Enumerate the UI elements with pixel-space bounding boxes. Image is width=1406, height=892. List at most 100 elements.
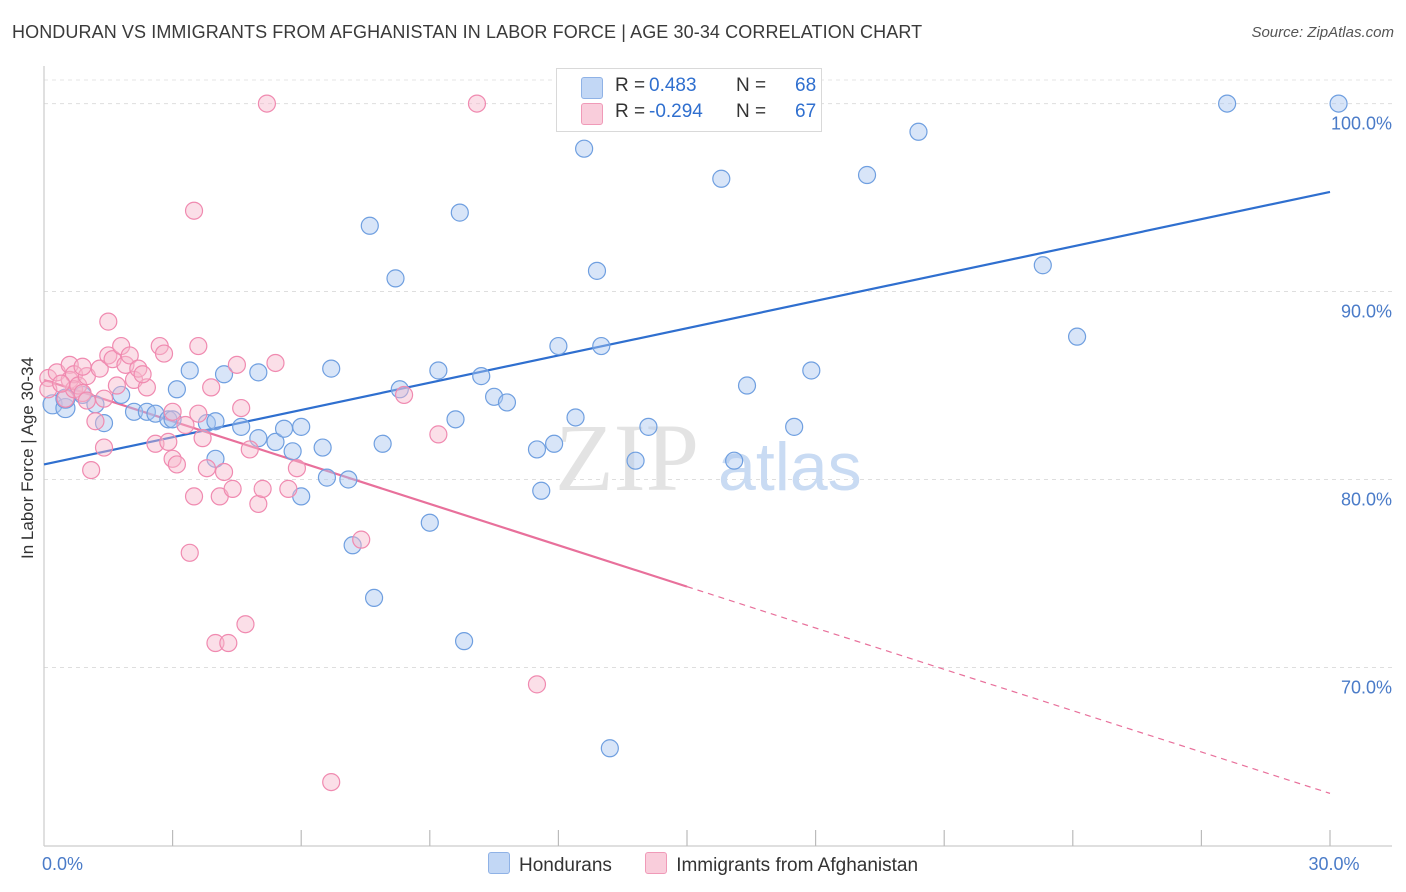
legend-label-afghanistan: Immigrants from Afghanistan: [676, 855, 919, 876]
legend-item-afghanistan[interactable]: Immigrants from Afghanistan: [645, 852, 918, 877]
point-afghanistan: [236, 615, 255, 634]
point-hondurans: [360, 216, 379, 235]
point-hondurans: [429, 361, 448, 380]
point-hondurans: [232, 417, 251, 436]
point-afghanistan: [180, 543, 199, 562]
point-afghanistan: [86, 412, 105, 431]
point-hondurans: [180, 361, 199, 380]
point-afghanistan: [240, 440, 259, 459]
r-value: -0.294: [649, 101, 703, 122]
point-afghanistan: [184, 201, 204, 220]
point-hondurans: [545, 434, 564, 453]
point-afghanistan: [249, 494, 268, 514]
point-hondurans: [274, 419, 294, 438]
point-hondurans: [317, 468, 337, 487]
point-hondurans: [587, 261, 607, 280]
point-hondurans: [249, 363, 268, 382]
point-afghanistan: [107, 376, 126, 395]
point-hondurans: [802, 361, 821, 380]
r-label: R =: [615, 101, 646, 122]
point-afghanistan: [193, 429, 212, 448]
gridlines: [44, 79, 1392, 668]
point-hondurans: [373, 434, 392, 453]
x-tick-label: 0.0%: [42, 854, 83, 874]
point-afghanistan: [189, 404, 208, 423]
point-afghanistan: [279, 479, 298, 498]
point-afghanistan: [253, 479, 272, 498]
n-label: N =: [736, 101, 767, 122]
point-afghanistan: [232, 398, 251, 418]
trend-hondurans: [43, 190, 1331, 466]
point-afghanistan: [227, 355, 246, 374]
point-afghanistan: [214, 462, 234, 482]
point-afghanistan: [176, 415, 195, 435]
watermark-zip: ZIP: [555, 404, 699, 511]
y-tick-label: 70.0%: [1341, 677, 1392, 697]
stats-swatch-hondurans: [581, 77, 603, 99]
point-hondurans: [454, 632, 474, 651]
point-afghanistan: [352, 530, 371, 549]
watermark-atlas: atlas: [718, 429, 862, 505]
point-hondurans: [386, 269, 405, 288]
point-hondurans: [497, 393, 517, 412]
point-hondurans: [626, 451, 645, 470]
point-afghanistan: [429, 425, 448, 444]
point-afghanistan: [154, 344, 174, 363]
point-afghanistan: [527, 675, 547, 694]
trend-afghanistan: [43, 378, 688, 588]
point-hondurans: [785, 417, 804, 436]
point-afghanistan: [77, 391, 96, 410]
point-afghanistan: [99, 312, 118, 331]
legend-label-hondurans: Hondurans: [518, 855, 612, 876]
point-afghanistan: [73, 357, 92, 376]
point-afghanistan: [287, 459, 307, 478]
point-hondurans: [909, 122, 928, 141]
y-tick-label: 80.0%: [1341, 489, 1392, 509]
point-afghanistan: [197, 459, 216, 478]
n-label: N =: [736, 75, 767, 96]
point-hondurans: [283, 442, 302, 461]
point-afghanistan: [189, 336, 208, 356]
point-hondurans: [1067, 327, 1087, 346]
point-hondurans: [857, 165, 877, 185]
point-hondurans: [575, 139, 594, 158]
point-afghanistan: [202, 378, 221, 397]
point-hondurans: [124, 402, 144, 421]
point-afghanistan: [159, 432, 178, 452]
point-afghanistan: [184, 487, 204, 506]
point-afghanistan: [219, 633, 238, 653]
point-hondurans: [206, 412, 225, 431]
point-hondurans: [266, 432, 285, 452]
point-afghanistan: [94, 438, 114, 457]
n-value: 68: [795, 75, 817, 96]
point-afghanistan: [120, 346, 139, 365]
point-hondurans: [712, 169, 731, 188]
legend-item-hondurans[interactable]: Hondurans: [487, 852, 612, 877]
point-hondurans: [1218, 94, 1237, 113]
point-afghanistan: [94, 389, 114, 408]
axes: [43, 66, 1392, 847]
legend-swatch-afghanistan: [645, 852, 668, 874]
stats-box: R = 0.483 N = 68 R = -0.294 N = 67: [556, 68, 822, 132]
point-afghanistan: [394, 385, 414, 405]
y-tick-label: 100.0%: [1331, 114, 1392, 134]
point-hondurans: [639, 417, 658, 436]
point-hondurans: [1329, 94, 1348, 113]
point-hondurans: [566, 408, 585, 427]
point-hondurans: [737, 376, 757, 395]
point-afghanistan: [467, 94, 487, 113]
tick-labels: 100.0% 90.0% 80.0% 70.0% 0.0% 30.0%: [42, 114, 1392, 874]
point-hondurans: [725, 451, 744, 470]
stats-swatch-afghanistan: [581, 103, 603, 125]
source-label: Source: ZipAtlas.com: [1251, 24, 1394, 41]
point-hondurans: [214, 365, 234, 384]
point-hondurans: [339, 470, 358, 489]
point-afghanistan: [163, 402, 182, 421]
point-hondurans: [112, 385, 131, 405]
legend-swatch-hondurans: [487, 852, 510, 874]
trend-lines: [43, 190, 1331, 794]
point-afghanistan: [82, 460, 101, 480]
point-hondurans: [292, 417, 311, 436]
r-value: 0.483: [649, 75, 697, 96]
